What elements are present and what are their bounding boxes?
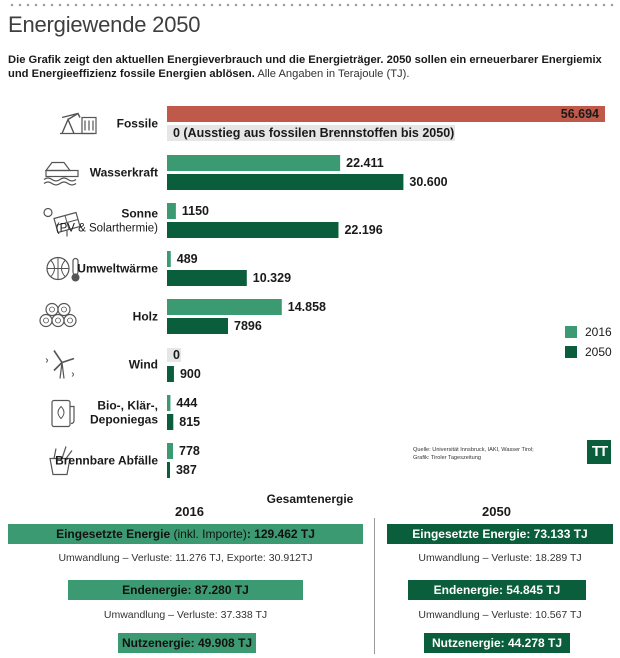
- legend-label-2016: 2016: [585, 325, 612, 339]
- hydropower-dam-icon: [43, 161, 79, 186]
- loss-line-2-2050: Umwandlung – Verluste: 10.567 TJ: [418, 609, 582, 621]
- category-label-4: Holz: [133, 310, 158, 324]
- category-label-5: Wind: [129, 358, 158, 372]
- category-label-7: Brennbare Abfälle: [55, 454, 158, 468]
- year-2016-heading: 2016: [175, 504, 204, 519]
- value-label-2016-6: 444: [176, 396, 197, 410]
- category-label-1: Wasserkraft: [90, 166, 158, 180]
- endenergie-2016: Endenergie: 87.280 TJ: [68, 580, 303, 600]
- bar-chart: Fossile 56.694 0 (Ausstieg aus fossilen Br…: [39, 106, 605, 478]
- bar-2016-6: [167, 395, 171, 411]
- endenergie-2050: Endenergie: 54.845 TJ: [408, 580, 586, 600]
- value-label-2050-5: 900: [180, 367, 201, 381]
- page-title: Energiewende 2050: [8, 12, 201, 37]
- value-label-2050-4: 7896: [234, 319, 262, 333]
- category-label-6: Bio-, Klär-,: [97, 399, 158, 413]
- value-label-2016-1: 22.411: [346, 156, 384, 170]
- value-label-2016-3: 489: [177, 252, 198, 266]
- total-energy-heading: Gesamtenergie: [266, 492, 354, 506]
- bar-2050-1: [167, 174, 404, 190]
- loss-line-1-2016: Umwandlung – Verluste: 11.276 TJ, Export…: [58, 552, 313, 564]
- intro-note: Alle Angaben in Terajoule (TJ).: [257, 68, 410, 80]
- category-sublabel-6: Deponiegas: [90, 413, 158, 427]
- zero-box-5: [167, 348, 181, 362]
- value-label-2016-2: 1150: [182, 204, 209, 218]
- bar-2050-2: [167, 222, 339, 238]
- bar-2016-4: [167, 299, 282, 315]
- eingesetzte-energie-2050: Eingesetzte Energie: 73.133 TJ: [387, 524, 613, 544]
- wind-turbine-icon: [45, 350, 75, 379]
- legend-swatch-2050: [565, 346, 577, 358]
- column-divider: [374, 518, 375, 654]
- value-label-2050-1: 30.600: [409, 175, 447, 189]
- nutzenergie-2050: Nutzenergie: 44.278 TJ: [424, 633, 570, 653]
- intro-bold: Die Grafik zeigt den aktuellen Energieve…: [8, 54, 602, 80]
- value-label-2050-3: 10.329: [253, 271, 291, 285]
- category-label-0: Fossile: [117, 117, 159, 131]
- tt-logo: TT: [587, 440, 611, 464]
- source-line-2: Grafik: Tiroler Tageszeitung: [413, 455, 481, 461]
- bar-2050-4: [167, 318, 229, 334]
- bar-2016-7: [167, 443, 174, 459]
- legend-label-2050: 2050: [585, 345, 612, 359]
- bar-2016-3: [167, 251, 171, 267]
- wood-logs-icon: [39, 302, 77, 328]
- oil-pump-factory-icon: [60, 112, 97, 135]
- dotted-top-rule: [8, 3, 614, 7]
- bar-2050-5: [167, 366, 174, 382]
- bar-2016-2: [167, 203, 176, 219]
- zero-box-0: [167, 125, 455, 141]
- loss-line-1-2050: Umwandlung – Verluste: 18.289 TJ: [418, 552, 582, 564]
- bar-2050-3: [167, 270, 247, 286]
- legend-item-2050: 2050: [565, 342, 612, 362]
- category-label-2: Sonne: [121, 207, 158, 221]
- globe-thermometer-icon: [46, 256, 80, 282]
- source-note: Quelle: Universität Innsbruck, IAKI, Was…: [413, 446, 534, 462]
- value-label-2016-7: 778: [179, 444, 200, 458]
- nutzenergie-2016: Nutzenergie: 49.908 TJ: [118, 633, 256, 653]
- category-sublabel-2: (PV & Solarthermie): [56, 223, 158, 235]
- value-label-2016-5: 0: [173, 348, 180, 362]
- bar-2050-7: [167, 462, 170, 478]
- eingesetzte-energie-2016: Eingesetzte Energie (inkl. Importe): 129…: [8, 524, 363, 544]
- value-label-2016-4: 14.858: [288, 300, 326, 314]
- year-2050-heading: 2050: [482, 504, 511, 519]
- eingesetzte-label-2016: Eingesetzte Energie: [56, 527, 171, 541]
- source-line-1: Quelle: Universität Innsbruck, IAKI, Was…: [413, 447, 534, 453]
- bar-2016-1: [167, 155, 341, 171]
- intro-text: Die Grafik zeigt den aktuellen Energieve…: [8, 53, 614, 81]
- value-label-2016-0: 56.694: [561, 107, 599, 121]
- value-label-2050-0: 0 (Ausstieg aus fossilen Brennstoffen bi…: [173, 126, 454, 140]
- eingesetzte-extra-2016: (inkl. Importe): [173, 527, 247, 541]
- loss-line-2-2016: Umwandlung – Verluste: 37.338 TJ: [103, 609, 268, 621]
- waste-bin-icon: [49, 446, 73, 476]
- bar-2016-0: [167, 106, 605, 122]
- legend-item-2016: 2016: [565, 322, 612, 342]
- category-label-3: Umweltwärme: [77, 262, 158, 276]
- bar-2050-6: [167, 414, 174, 430]
- value-label-2050-7: 387: [176, 463, 197, 477]
- eingesetzte-value-2016: : 129.462 TJ: [246, 527, 315, 541]
- legend-swatch-2016: [565, 326, 577, 338]
- value-label-2050-6: 815: [179, 415, 200, 429]
- chart-legend: 2016 2050: [565, 322, 612, 362]
- biogas-station-icon: [51, 399, 75, 428]
- solar-panel-icon: [43, 207, 81, 237]
- value-label-2050-2: 22.196: [344, 223, 382, 237]
